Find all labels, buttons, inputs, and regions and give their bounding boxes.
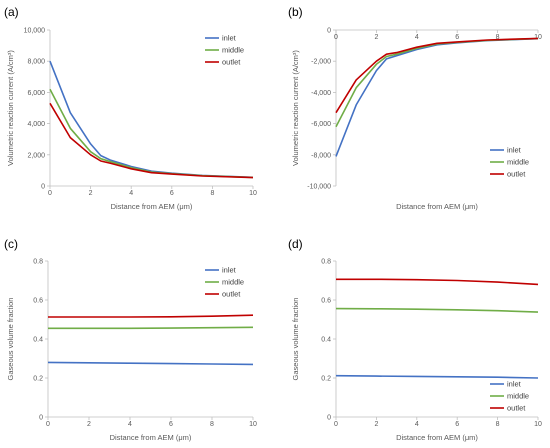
y-tick-label: 0.4 <box>33 337 43 344</box>
x-tick-label: 2 <box>89 190 93 197</box>
y-tick-label: 0 <box>39 415 43 422</box>
x-tick-label: 0 <box>334 421 338 428</box>
x-axis-title: Distance from AEM (μm) <box>396 202 478 211</box>
x-tick-label: 2 <box>374 34 378 41</box>
x-tick-label: 8 <box>210 421 214 428</box>
y-tick-label: 0 <box>327 28 331 35</box>
y-tick-label: 0 <box>327 415 331 422</box>
series-line-middle <box>49 88 254 179</box>
y-tick-label: 6,000 <box>27 90 45 97</box>
y-tick-label: 0.6 <box>321 298 331 305</box>
chart-panel-4: (d) 0 0.2 0.4 0.6 0.8 0 2 4 6 8 10 Distance from AEM… <box>288 237 542 442</box>
legend-label-outlet: outlet <box>222 290 241 299</box>
x-tick-label: 6 <box>455 421 459 428</box>
legend: inlet middle outlet <box>490 380 529 413</box>
series-line-middle <box>335 307 539 313</box>
y-tick-label: 0.2 <box>321 376 331 383</box>
series-line-outlet <box>335 37 539 114</box>
series-line-inlet <box>49 60 254 179</box>
legend: inlet middle outlet <box>205 266 244 299</box>
y-tick-label: 8,000 <box>27 59 45 66</box>
y-tick-label: 0.2 <box>33 376 43 383</box>
y-tick-label: -8,000 <box>311 152 331 159</box>
legend-label-middle: middle <box>507 392 529 401</box>
x-tick-label: 4 <box>415 421 419 428</box>
x-tick-label: 6 <box>455 34 459 41</box>
series-line-outlet <box>336 278 539 286</box>
x-tick-label: 0 <box>46 421 50 428</box>
legend-label-outlet: outlet <box>222 58 241 67</box>
y-axis-title: Gaseous volume fraction <box>6 298 15 381</box>
x-tick-label: 10 <box>534 34 542 41</box>
series-line-inlet <box>47 361 254 366</box>
legend-label-outlet: outlet <box>507 170 526 179</box>
panel-label: (b) <box>288 5 303 19</box>
y-axis-title: Gaseous volume fraction <box>291 298 300 381</box>
panel-label: (c) <box>4 237 18 251</box>
legend-label-middle: middle <box>222 278 244 287</box>
series-line-inlet <box>335 37 539 157</box>
x-tick-label: 8 <box>496 421 500 428</box>
legend-label-inlet: inlet <box>222 266 237 275</box>
y-axis-title: Volumetric reaction current (A/cm³) <box>291 50 300 166</box>
y-tick-label: 4,000 <box>27 121 45 128</box>
panel-label: (a) <box>4 5 19 19</box>
y-tick-label: 0.8 <box>33 259 43 266</box>
y-tick-label: 2,000 <box>27 152 45 159</box>
series-line-middle <box>48 326 254 330</box>
series-line-outlet <box>48 314 254 318</box>
x-tick-label: 8 <box>210 190 214 197</box>
y-tick-label: 0 <box>41 184 45 191</box>
x-tick-label: 10 <box>249 190 257 197</box>
x-tick-label: 4 <box>415 34 419 41</box>
x-tick-label: 6 <box>170 190 174 197</box>
y-tick-label: 0.4 <box>321 337 331 344</box>
legend-label-middle: middle <box>507 158 529 167</box>
y-tick-label: 0.8 <box>321 259 331 266</box>
y-tick-label: -2,000 <box>311 59 331 66</box>
x-tick-label: 0 <box>48 190 52 197</box>
chart-panel-1: (a) 0 2,000 4,000 6,000 8,000 10,000 0 2 4 6 8 10 Dis… <box>4 5 257 211</box>
x-axis-title: Distance from AEM (μm) <box>396 433 478 442</box>
x-tick-label: 10 <box>534 421 542 428</box>
y-tick-label: -6,000 <box>311 121 331 128</box>
y-tick-label: 0.6 <box>33 298 43 305</box>
y-axis-title: Volumetric reaction current (A/cm³) <box>6 50 15 166</box>
legend-label-inlet: inlet <box>507 380 522 389</box>
legend-label-inlet: inlet <box>507 146 522 155</box>
chart-panel-2: (b) -10,000 -8,000 -6,000 -4,000 -2,000 00 2 4 6 8… <box>288 5 542 211</box>
x-tick-label: 2 <box>374 421 378 428</box>
x-axis-title: Distance from AEM (μm) <box>110 433 192 442</box>
y-tick-label: 10,000 <box>24 28 46 35</box>
series-line-middle <box>335 37 539 128</box>
y-tick-label: -4,000 <box>311 90 331 97</box>
series-line-inlet <box>335 374 539 379</box>
legend: inlet middle outlet <box>490 146 529 179</box>
x-axis-title: Distance from AEM (μm) <box>111 202 193 211</box>
x-tick-label: 10 <box>249 421 257 428</box>
x-tick-label: 2 <box>87 421 91 428</box>
chart-panel-3: (c) 0 0.2 0.4 0.6 0.8 0 2 4 6 8 10 Distance from AEM… <box>4 237 257 442</box>
x-tick-label: 4 <box>128 421 132 428</box>
legend: inlet middle outlet <box>205 34 244 67</box>
panel-label: (d) <box>288 237 303 251</box>
x-tick-label: 8 <box>496 34 500 41</box>
legend-label-outlet: outlet <box>507 404 526 413</box>
legend-label-inlet: inlet <box>222 34 237 43</box>
x-tick-label: 0 <box>334 34 338 41</box>
legend-label-middle: middle <box>222 46 244 55</box>
y-tick-label: -10,000 <box>307 184 331 191</box>
x-tick-label: 4 <box>129 190 133 197</box>
series-line-outlet <box>49 102 254 179</box>
x-tick-label: 6 <box>169 421 173 428</box>
